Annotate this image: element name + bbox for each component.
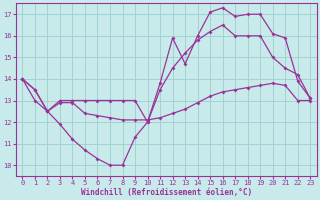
X-axis label: Windchill (Refroidissement éolien,°C): Windchill (Refroidissement éolien,°C) <box>81 188 252 197</box>
